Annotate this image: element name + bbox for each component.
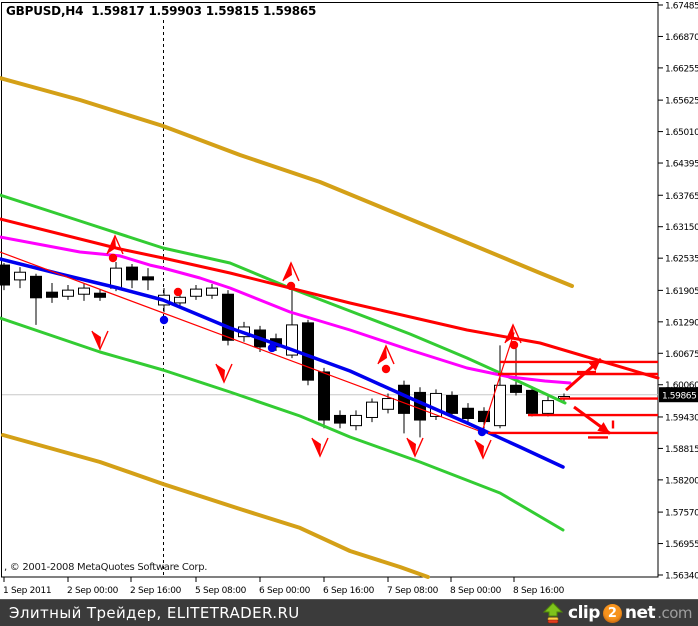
time-axis-label: 2 Sep 16:00: [130, 586, 182, 596]
candle-body: [366, 401, 378, 418]
price-axis-label: 1.65625: [665, 97, 698, 107]
price-axis-label: 1.60060: [665, 381, 698, 391]
candle-body: [318, 371, 330, 421]
candle-body: [286, 324, 298, 356]
candle-body: [190, 288, 202, 297]
time-axis: 1 Sep 2011 2 Sep 00:00 2 Sep 16:00 5 Sep 08…: [3, 577, 565, 596]
down-arrow-marker-outline: [215, 363, 233, 384]
time-axis-label: 2 Sep 00:00: [67, 586, 119, 596]
candle-body: [174, 296, 186, 304]
price-axis-label: 1.56955: [665, 540, 698, 550]
price-axis-label: 1.60675: [665, 350, 698, 360]
candle-body: [398, 384, 410, 414]
candle-body: [350, 414, 362, 427]
current-price-box: [659, 387, 698, 403]
candle-body: [126, 266, 138, 281]
time-axis-label: 5 Sep 08:00: [195, 586, 247, 596]
candle-body: [414, 391, 426, 421]
candle-body: [62, 289, 74, 297]
price-axis-label: 1.58815: [665, 445, 698, 455]
down-arrow-marker-outline: [406, 437, 424, 458]
down-arrow-marker-outline: [91, 330, 109, 351]
overlay-line-green_upper: [0, 193, 567, 405]
price-axis-label: 1.66255: [665, 64, 698, 74]
time-axis-label: 6 Sep 16:00: [323, 586, 375, 596]
time-axis-label: 6 Sep 00:00: [259, 586, 311, 596]
chart-title-ohlc: GBPUSD,H4 1.59817 1.59903 1.59815 1.5986…: [6, 4, 317, 18]
candle-body: [478, 410, 490, 423]
candle-body: [94, 292, 106, 298]
candle-body: [382, 398, 394, 410]
overlay-line-magenta_ma: [0, 235, 572, 385]
price-axis-label: 1.58200: [665, 476, 698, 486]
up-arrow-marker-outline: [282, 261, 300, 282]
price-axis: 1.67485 1.66870 1.66255 1.65625 1.65010 1.643…: [658, 2, 698, 582]
time-axis-label: 7 Sep 08:00: [387, 586, 439, 596]
trend-arrow-head-up: [588, 359, 601, 371]
candle-body: [446, 394, 458, 414]
overlay-line-green_lower: [0, 316, 565, 532]
candle-body: [78, 287, 90, 295]
blue-signal-dot: [477, 427, 487, 437]
logo-two-badge: 2: [602, 603, 622, 623]
candle-body: [430, 392, 442, 417]
price-axis-label: 1.61290: [665, 318, 698, 328]
overlay-line-gold_lower: [1, 433, 430, 579]
plot-frame: [1, 2, 659, 578]
blue-signal-dot: [159, 315, 169, 325]
footer-bar: Элитный Трейдер, ELITETRADER.RU clip 2 n…: [0, 599, 698, 626]
blue-signal-dot: [267, 343, 277, 353]
price-axis-label: 1.61905: [665, 287, 698, 297]
red-signal-dot: [173, 287, 183, 297]
overlay-line-gold_upper: [0, 76, 574, 288]
price-axis-label: 1.63765: [665, 192, 698, 202]
red-signal-dot: [509, 340, 519, 350]
up-arrow-marker-outline: [504, 323, 522, 344]
candle-body: [462, 407, 474, 419]
time-axis-label: 1 Sep 2011: [3, 586, 51, 596]
trend-arrow-head-down: [597, 422, 610, 434]
price-axis-label: 1.64395: [665, 160, 698, 170]
logo-dotcom-text: .com: [657, 604, 692, 622]
time-axis-label: 8 Sep 16:00: [513, 586, 565, 596]
price-axis-label: 1.66870: [665, 33, 698, 43]
price-axis-label: 1.59430: [665, 413, 698, 423]
current-price-label: 1.59865: [662, 392, 696, 402]
up-arrow-marker-outline: [106, 234, 124, 255]
candle-body: [46, 291, 58, 298]
clip2net-arrow-icon: [542, 602, 564, 624]
candle-body: [334, 414, 346, 424]
up-arrow-marker-outline: [377, 344, 395, 365]
down-arrow-marker-outline: [311, 437, 329, 458]
price-axis-label: 1.65010: [665, 128, 698, 138]
candle-body: [494, 384, 506, 427]
candle-body: [206, 287, 218, 296]
candle-body: [222, 293, 234, 341]
candle-body: [14, 271, 26, 281]
price-axis-label: 1.67485: [665, 2, 698, 12]
candle-body: [142, 276, 154, 281]
metaquotes-copyright: , © 2001-2008 MetaQuotes Software Corp.: [4, 562, 208, 573]
candle-body: [0, 264, 10, 286]
red-signal-dot: [286, 281, 296, 291]
candle-body: [302, 322, 314, 381]
price-axis-label: 1.62535: [665, 255, 698, 265]
clip2net-logo[interactable]: clip 2 net .com: [542, 602, 692, 624]
time-axis-label: 8 Sep 00:00: [450, 586, 502, 596]
price-axis-label: 1.57570: [665, 509, 698, 519]
red-signal-dot: [381, 364, 391, 374]
logo-net-text: net: [624, 603, 656, 623]
footer-site-text: Элитный Трейдер, ELITETRADER.RU: [9, 604, 300, 622]
price-axis-label: 1.56340: [665, 572, 698, 582]
logo-clip-text: clip: [568, 603, 600, 623]
candle-body: [510, 384, 522, 393]
red-signal-dot: [108, 253, 118, 263]
candle-body: [542, 400, 554, 414]
price-axis-label: 1.63150: [665, 223, 698, 233]
down-arrow-marker-outline: [474, 439, 492, 460]
chart-canvas[interactable]: 1.67485 1.66870 1.66255 1.65625 1.65010 1.643…: [0, 0, 698, 599]
candle-body: [30, 275, 42, 299]
candle-body: [526, 389, 538, 414]
